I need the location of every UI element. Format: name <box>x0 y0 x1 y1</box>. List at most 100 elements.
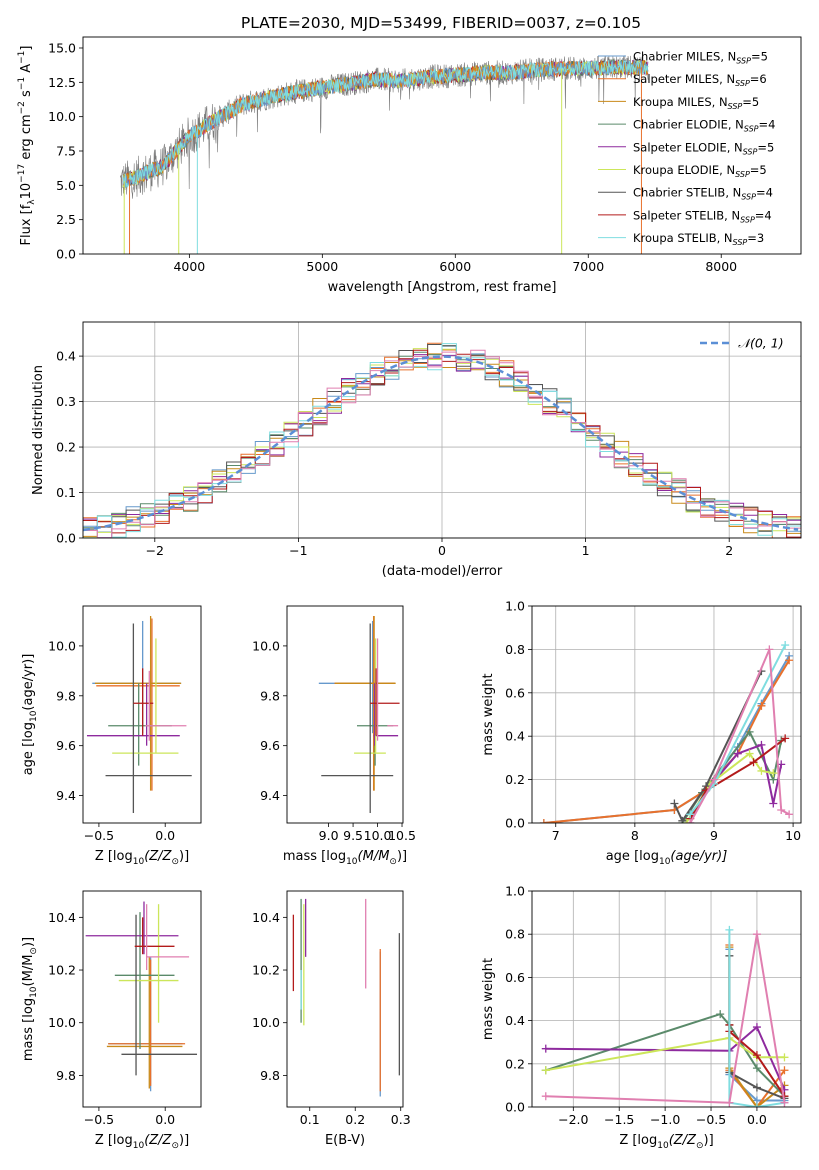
mass-weight-marker <box>785 656 794 665</box>
mass-weight-line <box>673 670 763 823</box>
mass-weight-marker <box>752 930 761 939</box>
y-tick-label: 0.2 <box>505 1056 525 1071</box>
y-axis-label: mass weight <box>481 958 496 1040</box>
x-axis-label-text: )] <box>397 849 407 864</box>
y-tick-label: 0.0 <box>505 816 525 831</box>
y-tick-label: 9.6 <box>56 738 76 753</box>
x-tick-label: −1.5 <box>604 1112 634 1127</box>
mass-weight-marker <box>752 1064 761 1073</box>
legend-label: Kroupa STELIB, NSSP=3 <box>633 231 764 247</box>
y-tick-label: 0.3 <box>56 394 76 409</box>
x-axis-label-text: Z [log <box>95 1133 133 1148</box>
legend-label-subscript: SSP <box>733 238 748 247</box>
x-axis-label-text: Z [log <box>95 849 133 864</box>
x-axis-label-text: (age/yr)] <box>670 849 727 864</box>
legend-label-subscript: SSP <box>743 147 758 156</box>
x-tick-label: −2 <box>146 543 164 558</box>
axes-frame <box>82 321 802 539</box>
y-axis-label-text: mass weight <box>481 958 496 1040</box>
x-axis-label-text: (data-model)/error <box>382 564 503 579</box>
mass-weight-marker <box>757 701 766 710</box>
y-tick-label: 9.8 <box>260 688 280 703</box>
y-tick-label: 9.6 <box>260 738 280 753</box>
panel-mass-vs-metallicity: −0.5 0.09.810.010.210.4Z [log10(Z/Z⊙)]mas… <box>21 890 202 1151</box>
x-tick-label: 5000 <box>306 259 338 274</box>
x-axis-label-subscript: ⊙ <box>171 857 179 867</box>
mass-weight-marker <box>539 819 548 823</box>
mass-weight-marker <box>709 775 718 784</box>
x-axis-label-subscript: 10 <box>346 857 358 867</box>
legend-label: Chabrier MILES, NSSP=5 <box>633 50 768 66</box>
x-axis-label: (data-model)/error <box>382 564 503 579</box>
x-tick-label: 0.0 <box>155 828 175 843</box>
y-tick-label: 10.0 <box>48 109 76 124</box>
mass-weight-marker <box>716 1010 725 1019</box>
x-axis-label-text: (Z/Z <box>144 849 172 864</box>
plot-area <box>85 901 198 1092</box>
y-tick-label: 0.8 <box>505 642 525 657</box>
x-tick-label: 0.1 <box>300 1112 320 1127</box>
mass-weight-marker <box>678 816 687 823</box>
x-tick-label: 0.3 <box>391 1112 411 1127</box>
x-tick-label: 8 <box>631 828 639 843</box>
y-axis-label-part: erg cm <box>19 114 34 163</box>
mass-weight-line <box>545 934 786 1104</box>
mass-weight-marker <box>752 1051 761 1060</box>
mass-weight-marker <box>745 749 754 758</box>
legend-label: Salpeter ELODIE, NSSP=5 <box>633 140 774 156</box>
y-tick-label: 0.0 <box>56 531 76 546</box>
legend-label-subscript: SSP <box>728 102 743 111</box>
y-axis-label-text: (M/M <box>21 955 36 987</box>
mass-weight-marker <box>733 749 742 758</box>
y-tick-label: 9.8 <box>56 688 76 703</box>
y-axis-label: mass [log10(M/M⊙)] <box>21 937 39 1061</box>
x-axis-label: Z [log10(Z/Z⊙)] <box>619 1133 713 1151</box>
x-axis-label-text: (Z/Z <box>669 1133 697 1148</box>
x-tick-label: −0.5 <box>84 1112 114 1127</box>
mass-weight-marker <box>725 925 734 934</box>
x-tick-label: −1.0 <box>650 1112 680 1127</box>
legend-label-text: =4 <box>759 118 776 132</box>
histogram-step-line <box>83 349 801 538</box>
x-axis-label-text: )] <box>704 1133 714 1148</box>
y-tick-label: 0.0 <box>505 1100 525 1115</box>
y-axis-label-part: Flux [f <box>19 204 34 245</box>
x-axis-label-subscript: 10 <box>133 857 145 867</box>
axes-frame <box>82 605 202 824</box>
x-tick-label: −0.5 <box>696 1112 726 1127</box>
mass-weight-marker <box>769 799 778 808</box>
y-tick-label: 0.4 <box>56 349 76 364</box>
legend-label-text: Chabrier MILES, N <box>633 50 736 64</box>
legend-label-text: Kroupa MILES, N <box>633 95 728 109</box>
x-tick-label: 0 <box>438 543 446 558</box>
mass-weight-line <box>545 1036 785 1072</box>
x-axis-label-text: wavelength [Angstrom, rest frame] <box>328 280 557 295</box>
plot-area <box>532 606 801 823</box>
normal-curve <box>83 355 799 532</box>
legend-label: Kroupa MILES, NSSP=5 <box>633 95 759 111</box>
legend-label-text: =5 <box>750 163 767 177</box>
legend-label: Salpeter MILES, NSSP=6 <box>633 72 767 88</box>
mass-weight-marker <box>781 734 790 743</box>
y-tick-label: 10.0 <box>48 1015 76 1030</box>
y-tick-label: 0.6 <box>505 685 525 700</box>
y-axis-label: Normed distribution <box>31 365 46 495</box>
legend-label-text: Kroupa STELIB, N <box>633 231 733 245</box>
y-tick-label: 10.4 <box>48 910 76 925</box>
panel-age-vs-metallicity: −0.5 0.09.49.69.810.0Z [log10(Z/Z⊙)]age [… <box>21 605 202 867</box>
legend-label-text: =5 <box>757 140 774 154</box>
x-tick-label: 4000 <box>173 259 205 274</box>
y-axis-label-text: age [log <box>21 722 36 775</box>
plot-area <box>119 55 649 254</box>
legend-label: 𝒩(0, 1) <box>738 336 784 351</box>
figure-title: PLATE=2030, MJD=53499, FIBERID=0037, z=0… <box>241 14 641 32</box>
x-tick-label: 0.0 <box>747 1112 767 1127</box>
y-tick-label: 0.2 <box>56 440 76 455</box>
x-axis-label: mass [log10(M/M⊙)] <box>283 849 407 867</box>
y-axis-label-part: A <box>19 64 34 77</box>
plot-area <box>532 891 801 1107</box>
legend-label-subscript: SSP <box>740 215 755 224</box>
